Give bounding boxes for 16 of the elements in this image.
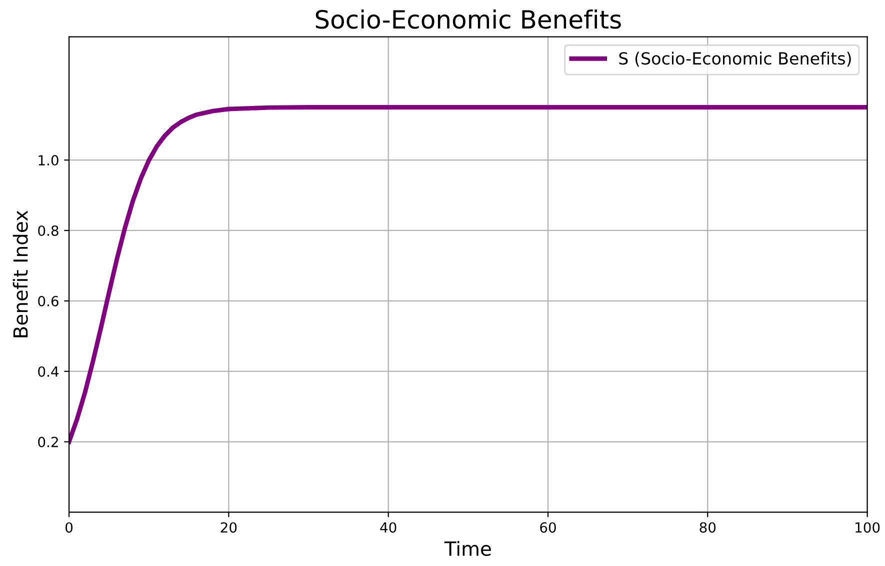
x-tick-label: 80 (700, 522, 716, 533)
x-tick-label: 40 (380, 522, 396, 533)
legend-label: S (Socio-Economic Benefits) (619, 52, 851, 67)
chart-title: Socio-Economic Benefits (316, 9, 621, 29)
x-tick-label: 100 (856, 522, 880, 533)
line-series (69, 105, 868, 444)
y-tick-label: 0.8 (38, 225, 58, 236)
y-tick-label: 0.4 (38, 366, 59, 377)
y-tick-label: 1.0 (38, 155, 58, 166)
y-axis-title: Benefit Index (12, 210, 28, 338)
x-axis-title: Time (444, 540, 491, 556)
x-tick-label: 60 (540, 522, 556, 533)
y-tick-label: 0.2 (38, 436, 58, 448)
x-tick-label: 20 (220, 522, 237, 533)
x-tick-label: 0 (66, 522, 73, 533)
y-tick-label: 0.6 (38, 296, 58, 306)
